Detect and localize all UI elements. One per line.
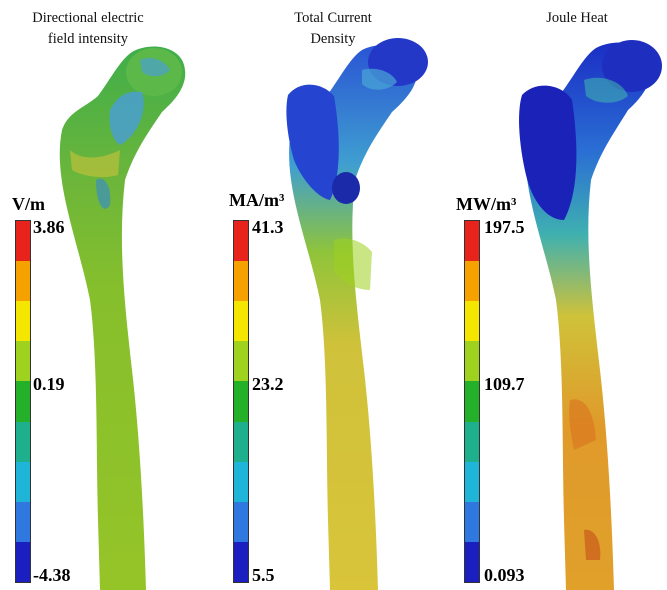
colorbar-segment xyxy=(234,341,248,382)
colorbar-segment xyxy=(16,421,30,463)
colorbar-segment xyxy=(234,381,248,423)
tick-max: 3.86 xyxy=(33,217,65,237)
colorbar-segment xyxy=(16,261,30,302)
panel-title: Joule Heat xyxy=(546,10,608,26)
panel-title: Directional electric field intensity xyxy=(32,10,144,47)
femur-model-joule-heat xyxy=(519,40,662,590)
panel-current-density: Total Current Density MA/m³ 41.3 23.2 5.… xyxy=(222,0,444,590)
colorbar-segment xyxy=(465,501,479,543)
colorbar-segment xyxy=(234,501,248,543)
femur-model-current-density xyxy=(286,38,428,590)
unit-label: MW/m³ xyxy=(456,194,517,214)
colorbar-segment xyxy=(465,421,479,463)
tick-min: 0.093 xyxy=(484,565,525,585)
tick-mid: 0.19 xyxy=(33,374,65,394)
colorbar-segment xyxy=(465,541,479,583)
colorbar-segment xyxy=(16,541,30,583)
tick-max: 197.5 xyxy=(484,217,525,237)
panel-electric-field: Directional electric field intensity V/m… xyxy=(0,0,222,590)
colorbar-segment xyxy=(16,501,30,543)
colorbar-segment xyxy=(16,301,30,342)
colorbar-segment xyxy=(465,341,479,382)
colorbar xyxy=(464,220,480,583)
panel-joule-heat: Joule Heat MW/m³ 197.5 109.7 0.093 xyxy=(444,0,666,590)
tick-min: 5.5 xyxy=(252,565,275,585)
colorbar-segment xyxy=(234,261,248,302)
tick-max: 41.3 xyxy=(252,217,284,237)
colorbar-segment xyxy=(465,221,479,262)
colorbar-segment xyxy=(234,421,248,463)
colorbar-segment xyxy=(465,261,479,302)
colorbar-segment xyxy=(465,461,479,503)
femur-model-electric-field xyxy=(59,46,186,590)
colorbar xyxy=(233,220,249,583)
colorbar-segment xyxy=(16,341,30,382)
colorbar-segment xyxy=(465,301,479,342)
colorbar-segment xyxy=(16,461,30,503)
colorbar-segment xyxy=(234,541,248,583)
colorbar-segment xyxy=(234,221,248,262)
unit-label: V/m xyxy=(12,194,45,214)
unit-label: MA/m³ xyxy=(229,190,285,210)
colorbar-segment xyxy=(234,461,248,503)
colorbar-segment xyxy=(234,301,248,342)
colorbar xyxy=(15,220,31,583)
tick-mid: 109.7 xyxy=(484,374,525,394)
tick-min: -4.38 xyxy=(33,565,71,585)
colorbar-segment xyxy=(465,381,479,423)
colorbar-segment xyxy=(16,381,30,423)
colorbar-segment xyxy=(16,221,30,262)
tick-mid: 23.2 xyxy=(252,374,284,394)
panel-title: Total Current Density xyxy=(294,10,372,47)
